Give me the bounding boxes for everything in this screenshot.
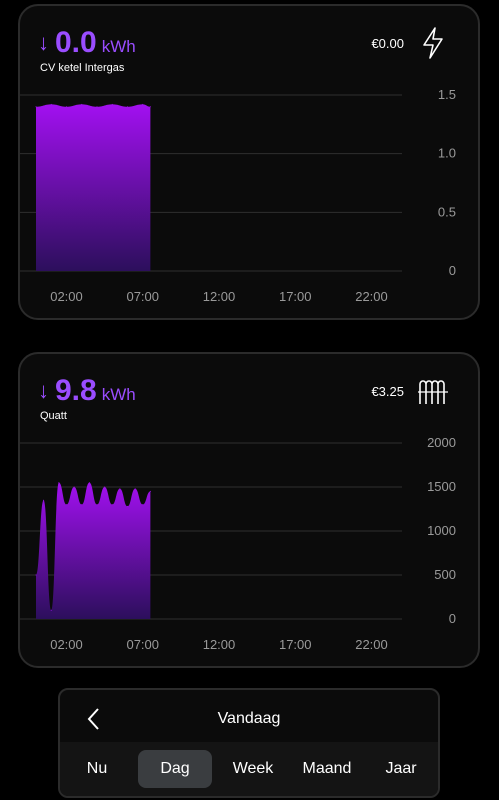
data-point xyxy=(50,609,52,611)
period-tabs: Nu Dag Week Maand Jaar xyxy=(60,742,438,796)
x-tick-label: 12:00 xyxy=(203,289,236,304)
cost-value: €0.00 xyxy=(371,36,404,51)
data-point xyxy=(66,106,67,108)
data-point xyxy=(35,106,37,108)
data-point xyxy=(142,103,144,105)
data-point xyxy=(127,505,128,507)
y-tick-label: 0.5 xyxy=(438,204,456,219)
tab-maand[interactable]: Maand xyxy=(302,760,352,777)
data-point xyxy=(111,504,113,506)
data-point xyxy=(66,504,67,506)
lightning-icon xyxy=(423,27,443,59)
y-tick-label: 1.0 xyxy=(438,146,456,161)
x-tick-label: 22:00 xyxy=(355,289,388,304)
period-title: Vandaag xyxy=(217,710,281,727)
energy-chart: 2000 1500 1000 500 0 02:00 07:00 12:00 17:00 22:0… xyxy=(20,435,456,652)
data-point xyxy=(111,103,113,105)
cost-value: €3.25 xyxy=(371,384,404,399)
data-point xyxy=(58,482,60,484)
energy-unit: kWh xyxy=(101,37,136,56)
y-tick-label: 1.5 xyxy=(438,87,456,102)
x-tick-label: 02:00 xyxy=(50,637,83,652)
data-point xyxy=(96,106,98,108)
y-tick-label: 1500 xyxy=(427,479,456,494)
data-point xyxy=(81,103,83,105)
chevron-left-icon[interactable] xyxy=(84,706,104,732)
y-tick-label: 500 xyxy=(434,567,456,582)
data-point xyxy=(50,103,52,105)
x-tick-label: 17:00 xyxy=(279,289,312,304)
period-navigator: Vandaag Nu Dag Week Maand Jaar xyxy=(58,688,440,798)
radiator-icon xyxy=(418,380,448,404)
device-name: Quatt xyxy=(40,410,67,422)
x-tick-label: 17:00 xyxy=(279,637,312,652)
data-point xyxy=(134,488,136,490)
data-point xyxy=(81,504,83,506)
x-tick-label: 02:00 xyxy=(50,289,83,304)
data-point xyxy=(149,106,151,108)
tab-nu[interactable]: Nu xyxy=(86,760,108,777)
y-tick-label: 0 xyxy=(449,611,456,626)
data-point xyxy=(149,490,151,492)
data-point xyxy=(142,504,144,506)
x-tick-label: 22:00 xyxy=(355,637,388,652)
series-area xyxy=(36,104,151,272)
data-point xyxy=(35,574,37,576)
tab-week[interactable]: Week xyxy=(232,760,274,777)
y-tick-label: 1000 xyxy=(427,523,456,538)
energy-total: ↓ 0.0 kWh xyxy=(38,26,136,60)
data-point xyxy=(127,106,128,108)
device-name: CV ketel Intergas xyxy=(40,62,125,74)
x-tick-label: 07:00 xyxy=(126,289,159,304)
down-arrow-icon: ↓ xyxy=(38,30,49,55)
data-point xyxy=(96,504,98,506)
x-tick-label: 07:00 xyxy=(126,637,159,652)
tab-jaar[interactable]: Jaar xyxy=(385,760,417,777)
series-area xyxy=(36,482,151,619)
data-point xyxy=(88,482,90,484)
energy-unit: kWh xyxy=(101,385,136,404)
energy-card-quatt[interactable]: ↓ 9.8 kWh Quatt €3.25 2000 1500 1000 500 0 02… xyxy=(18,352,480,668)
down-arrow-icon: ↓ xyxy=(38,378,49,403)
energy-value: 0.0 xyxy=(55,26,97,59)
y-tick-label: 0 xyxy=(449,263,456,278)
data-point xyxy=(104,486,106,488)
energy-value: 9.8 xyxy=(55,374,97,407)
data-point xyxy=(119,488,121,490)
data-point xyxy=(43,499,45,501)
energy-card-cv-ketel[interactable]: ↓ 0.0 kWh CV ketel Intergas €0.00 1.5 1.0… xyxy=(18,4,480,320)
data-point xyxy=(73,486,75,488)
x-tick-label: 12:00 xyxy=(203,637,236,652)
energy-chart: 1.5 1.0 0.5 0 02:00 07:00 12:00 17:00 22:00 xyxy=(20,87,456,304)
energy-total: ↓ 9.8 kWh xyxy=(38,374,136,408)
y-tick-label: 2000 xyxy=(427,435,456,450)
tab-dag[interactable]: Dag xyxy=(138,750,212,788)
